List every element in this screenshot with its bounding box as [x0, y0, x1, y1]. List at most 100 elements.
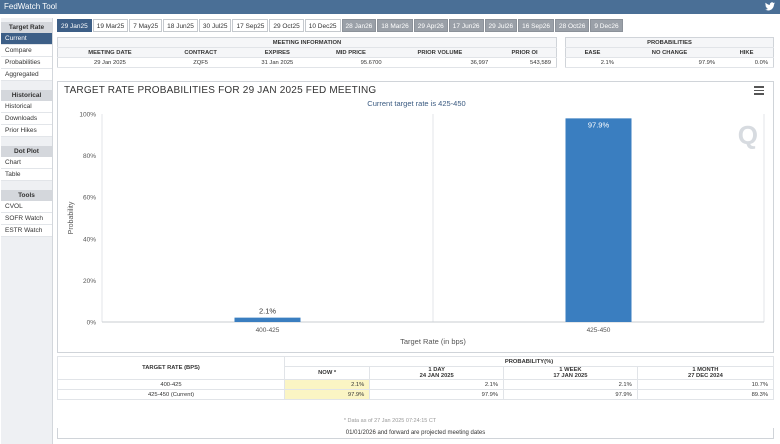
data-label: 2.1%: [259, 307, 276, 316]
sidebar-item-sofr-watch[interactable]: SOFR Watch: [1, 213, 52, 225]
app-title: FedWatch Tool: [4, 2, 57, 11]
sidebar-item-chart[interactable]: Chart: [1, 157, 52, 169]
tab-10-dec25[interactable]: 10 Dec25: [305, 19, 341, 32]
bar-425-450: [566, 118, 632, 322]
projected-dates-footer: 01/01/2026 and forward are projected mee…: [57, 428, 774, 439]
target-rate-header: TARGET RATE (BPS): [58, 357, 285, 380]
no-change-value: 97.9%: [619, 58, 720, 68]
sidebar-item-downloads[interactable]: Downloads: [1, 113, 52, 125]
col-prior-volume: PRIOR VOLUME: [387, 48, 494, 58]
table-row: 400-425 2.1% 2.1% 2.1% 10.7%: [58, 380, 774, 390]
col-1-day-date: 24 JAN 2025: [370, 373, 503, 379]
tab-29-jan25[interactable]: 29 Jan25: [57, 19, 92, 32]
tab-18-jun25[interactable]: 18 Jun25: [163, 19, 198, 32]
col-1-week-date: 17 JAN 2025: [504, 373, 637, 379]
y-tick-label: 20%: [83, 278, 96, 285]
sidebar-section-target-rate: Target Rate: [1, 22, 52, 33]
tab-28-oct26[interactable]: 28 Oct26: [555, 19, 589, 32]
cell-1-week: 97.9%: [504, 390, 638, 400]
probabilities-title: PROBABILITIES: [566, 38, 774, 48]
tab-28-jan26[interactable]: 28 Jan26: [342, 19, 377, 32]
col-1-day: 1 DAY24 JAN 2025: [370, 367, 504, 380]
chart-panel: TARGET RATE PROBABILITIES FOR 29 JAN 202…: [57, 81, 774, 353]
twitter-icon[interactable]: [765, 2, 775, 11]
sidebar-section-tools: Tools: [1, 190, 52, 201]
prior-volume-value: 36,997: [387, 58, 494, 68]
cell-now: 2.1%: [285, 380, 370, 390]
sidebar-item-compare[interactable]: Compare: [1, 45, 52, 57]
cell-1-day: 97.9%: [370, 390, 504, 400]
col-1-month: 1 MONTH27 DEC 2024: [637, 367, 773, 380]
col-no-change: NO CHANGE: [619, 48, 720, 58]
sidebar: Target Rate Current Compare Probabilitie…: [1, 18, 53, 444]
col-now: NOW *: [285, 367, 370, 380]
sidebar-item-table[interactable]: Table: [1, 169, 52, 181]
row-label: 400-425: [58, 380, 285, 390]
tab-7-may25[interactable]: 7 May25: [129, 19, 162, 32]
meeting-info-table: MEETING INFORMATION MEETING DATE CONTRAC…: [57, 37, 557, 68]
x-axis-label: Target Rate (in bps): [400, 337, 466, 346]
bar-400-425: [235, 318, 301, 322]
col-prior-oi: PRIOR OI: [493, 48, 556, 58]
probabilities-table: PROBABILITIES EASE NO CHANGE HIKE 2.1% 9…: [565, 37, 774, 68]
tab-16-sep26[interactable]: 16 Sep26: [518, 19, 554, 32]
cell-1-month: 89.3%: [637, 390, 773, 400]
col-meeting-date: MEETING DATE: [58, 48, 162, 58]
sidebar-section-historical: Historical: [1, 90, 52, 101]
col-mid-price: MID PRICE: [315, 48, 386, 58]
cell-1-day: 2.1%: [370, 380, 504, 390]
col-1-month-date: 27 DEC 2024: [638, 373, 773, 379]
cell-now: 97.9%: [285, 390, 370, 400]
probability-header: PROBABILITY(%): [285, 357, 774, 367]
tab-30-jul25[interactable]: 30 Jul25: [199, 19, 232, 32]
title-bar: FedWatch Tool: [0, 0, 780, 14]
tab-9-dec26[interactable]: 9 Dec26: [590, 19, 622, 32]
col-1-week: 1 WEEK17 JAN 2025: [504, 367, 638, 380]
tab-17-sep25[interactable]: 17 Sep25: [232, 19, 268, 32]
table-row: 425-450 (Current) 97.9% 97.9% 97.9% 89.3…: [58, 390, 774, 400]
tab-19-mar25[interactable]: 19 Mar25: [93, 19, 128, 32]
hike-value: 0.0%: [720, 58, 773, 68]
y-tick-label: 0%: [87, 320, 97, 327]
probability-history-table: TARGET RATE (BPS) PROBABILITY(%) NOW * 1…: [57, 356, 774, 400]
y-tick-label: 100%: [79, 112, 96, 119]
meeting-date-value: 29 Jan 2025: [58, 58, 162, 68]
y-tick-label: 80%: [83, 153, 96, 160]
tab-17-jun26[interactable]: 17 Jun26: [449, 19, 484, 32]
contract-value: ZQF5: [162, 58, 239, 68]
col-now-label: NOW *: [285, 370, 369, 376]
expires-value: 31 Jan 2025: [239, 58, 315, 68]
cell-1-month: 10.7%: [637, 380, 773, 390]
meeting-info-title: MEETING INFORMATION: [58, 38, 557, 48]
col-hike: HIKE: [720, 48, 773, 58]
sidebar-item-probabilities[interactable]: Probabilities: [1, 57, 52, 69]
col-expires: EXPIRES: [239, 48, 315, 58]
y-tick-label: 40%: [83, 236, 96, 243]
ease-value: 2.1%: [566, 58, 619, 68]
x-tick-label: 425-450: [587, 327, 611, 334]
sidebar-item-estr-watch[interactable]: ESTR Watch: [1, 225, 52, 237]
sidebar-item-cvol[interactable]: CVOL: [1, 201, 52, 213]
col-contract: CONTRACT: [162, 48, 239, 58]
sidebar-item-current[interactable]: Current: [1, 33, 52, 45]
tab-29-apr26[interactable]: 29 Apr26: [414, 19, 448, 32]
x-tick-label: 400-425: [256, 327, 280, 334]
row-label: 425-450 (Current): [58, 390, 285, 400]
y-axis-label: Probability: [68, 201, 75, 234]
sidebar-item-historical[interactable]: Historical: [1, 101, 52, 113]
tab-29-oct25[interactable]: 29 Oct25: [269, 19, 303, 32]
tab-18-mar26[interactable]: 18 Mar26: [377, 19, 412, 32]
data-timestamp-note: * Data as of 27 Jan 2025 07:24:15 CT: [0, 418, 780, 424]
data-label: 97.9%: [588, 120, 610, 129]
y-tick-label: 60%: [83, 195, 96, 202]
tab-29-jul26[interactable]: 29 Jul26: [485, 19, 518, 32]
mid-price-value: 95.6700: [315, 58, 386, 68]
sidebar-section-dot-plot: Dot Plot: [1, 146, 52, 157]
prior-oi-value: 543,589: [493, 58, 556, 68]
sidebar-item-prior-hikes[interactable]: Prior Hikes: [1, 125, 52, 137]
sidebar-item-aggregated[interactable]: Aggregated: [1, 69, 52, 81]
cell-1-week: 2.1%: [504, 380, 638, 390]
col-ease: EASE: [566, 48, 619, 58]
bar-chart: 0% 20% 40% 60% 80% 100% Probability 2.1% 400-425…: [58, 82, 775, 354]
meeting-tabs: 29 Jan25 19 Mar25 7 May25 18 Jun25 30 Ju…: [57, 19, 624, 33]
